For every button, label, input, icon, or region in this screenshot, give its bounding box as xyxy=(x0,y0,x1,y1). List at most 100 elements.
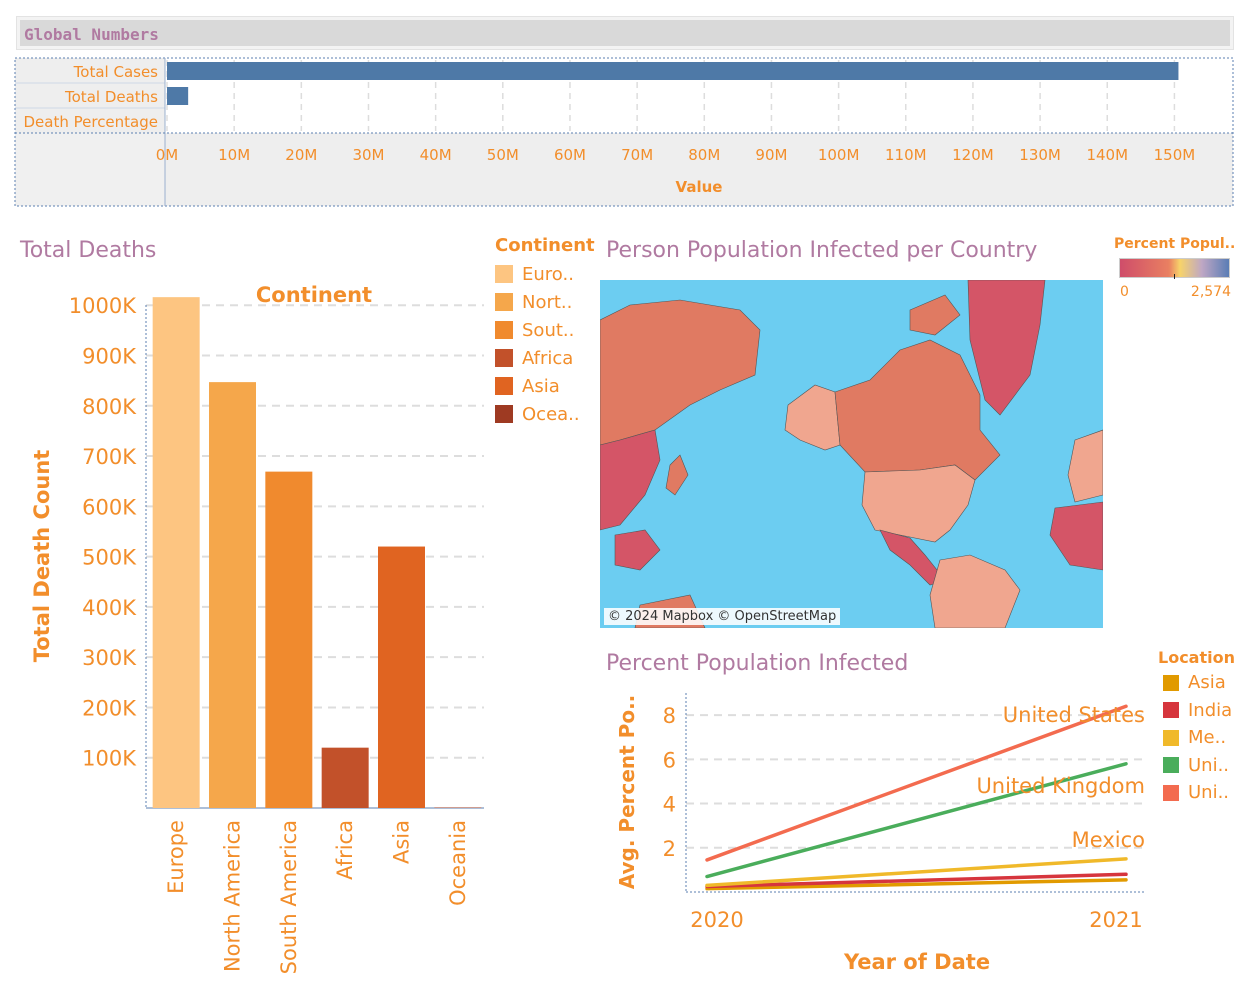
legend-label: Africa xyxy=(522,347,574,369)
global-x-tick-label: 140M xyxy=(1086,146,1128,164)
continent-x-tick-label: North America xyxy=(221,820,245,972)
legend-swatch xyxy=(1163,757,1179,774)
map-legend-min: 0 xyxy=(1120,284,1129,300)
location-legend-title: Location xyxy=(1158,648,1235,667)
percent-infected-title: Percent Population Infected xyxy=(606,651,909,676)
global-x-tick-label: 60M xyxy=(554,146,586,164)
infected-series-line xyxy=(705,872,1128,889)
continent-legend-item[interactable]: Euro.. xyxy=(495,260,595,288)
continent-y-tick-label: 800K xyxy=(82,395,137,419)
location-legend-item[interactable]: Me.. xyxy=(1158,724,1235,752)
infected-series-line xyxy=(705,762,1128,879)
global-x-tick-label: 30M xyxy=(352,146,384,164)
total-deaths-chart: 100K 200K 300K 400K 500K 600K 700K 800K 900K 1000… xyxy=(30,283,484,974)
legend-label: Euro.. xyxy=(522,263,574,285)
global-x-tick-label: 110M xyxy=(885,146,927,164)
axis-corner-background xyxy=(15,133,165,206)
infected-line-label: United Kingdom xyxy=(976,774,1145,798)
legend-swatch xyxy=(495,265,513,283)
legend-label: Uni.. xyxy=(1188,754,1230,776)
continent-bar xyxy=(378,546,425,808)
southeast-asia-shape xyxy=(614,529,661,571)
arctic-islands-shape xyxy=(909,294,961,336)
continent-x-tick-label: Africa xyxy=(333,820,357,880)
continent-y-tick-label: 900K xyxy=(82,344,137,368)
continent-y-tick-label: 700K xyxy=(82,445,137,469)
infected-x-tick-label: 2020 xyxy=(690,908,743,932)
x-axis-background xyxy=(165,133,1233,206)
infected-series-line xyxy=(705,857,1128,888)
africa-shape xyxy=(1049,501,1103,571)
continent-legend-item[interactable]: Ocea.. xyxy=(495,400,595,428)
legend-swatch xyxy=(1163,702,1179,719)
legend-swatch xyxy=(495,349,513,367)
percent-infected-chart: 2 4 6 8 United States United Kingdom Mexico 202… xyxy=(615,693,1146,974)
usa-shape xyxy=(861,464,976,543)
continent-x-tick-label: South America xyxy=(277,820,301,974)
legend-swatch xyxy=(1163,674,1179,691)
europe-shape xyxy=(1067,429,1103,503)
map-attribution: © 2024 Mapbox © OpenStreetMap xyxy=(604,608,841,625)
continent-chart-title: Continent xyxy=(256,283,372,307)
russia-shape xyxy=(600,299,761,446)
global-outer-border xyxy=(14,57,1234,207)
global-x-tick-label: 40M xyxy=(420,146,452,164)
row-header-background xyxy=(15,58,165,133)
location-legend-item[interactable]: Uni.. xyxy=(1158,779,1235,807)
continent-y-tick-label: 600K xyxy=(82,495,137,519)
global-x-tick-label: 80M xyxy=(688,146,720,164)
legend-swatch xyxy=(495,293,513,311)
global-x-tick-label: 70M xyxy=(621,146,653,164)
continent-y-tick-label: 200K xyxy=(82,696,137,720)
continent-x-tick-label: Europe xyxy=(164,820,188,894)
infected-line-label: United States xyxy=(1003,703,1145,727)
continent-bar xyxy=(265,471,313,808)
continent-legend-item[interactable]: Nort.. xyxy=(495,288,595,316)
legend-swatch xyxy=(1163,784,1179,801)
global-x-tick-label: 20M xyxy=(285,146,317,164)
legend-label: Sout.. xyxy=(522,319,575,341)
legend-label: Nort.. xyxy=(522,291,573,313)
map-shapes xyxy=(600,280,1103,628)
continent-x-tick-label: Asia xyxy=(390,820,414,864)
map-legend-marker xyxy=(1174,274,1175,279)
map-legend-title: Percent Popul.. xyxy=(1114,236,1236,252)
continent-y-axis-title: Total Death Count xyxy=(30,450,54,663)
map-title: Person Population Infected per Country xyxy=(606,238,1038,263)
global-numbers-chart: 0M 10M 20M 30M 40M 50M 60M 70M 80M 90M 100M 110M 120… xyxy=(14,57,1234,207)
global-bar xyxy=(167,62,1179,80)
continent-bar xyxy=(209,382,256,808)
global-x-axis-title: Value xyxy=(676,178,723,196)
continent-bar xyxy=(152,297,200,808)
location-legend-item[interactable]: India xyxy=(1158,697,1235,725)
legend-label: Uni.. xyxy=(1188,782,1230,804)
map-legend-max: 2,574 xyxy=(1190,284,1231,300)
legend-label: Asia xyxy=(522,375,560,397)
continent-bar xyxy=(321,747,369,808)
global-x-tick-label: 120M xyxy=(952,146,994,164)
map-color-legend: Percent Popul.. 0 2,574 xyxy=(1114,236,1244,300)
continent-y-tick-label: 400K xyxy=(82,596,137,620)
world-map[interactable]: © 2024 Mapbox © OpenStreetMap xyxy=(600,280,1103,628)
continent-legend-title: Continent xyxy=(495,235,595,256)
global-category-label: Total Deaths xyxy=(64,88,158,106)
global-x-tick-label: 130M xyxy=(1019,146,1061,164)
location-legend-item[interactable]: Asia xyxy=(1158,669,1235,697)
global-x-tick-label: 50M xyxy=(487,146,519,164)
global-bar xyxy=(167,87,189,105)
continent-legend-item[interactable]: Africa xyxy=(495,344,595,372)
infected-x-tick-label: 2021 xyxy=(1089,908,1142,932)
infected-series-line xyxy=(705,704,1128,862)
global-category-label: Total Cases xyxy=(73,63,159,81)
continent-x-tick-label: Oceania xyxy=(446,820,470,906)
location-legend-item[interactable]: Uni.. xyxy=(1158,752,1235,780)
legend-swatch xyxy=(495,405,513,423)
infected-y-tick-label: 6 xyxy=(663,748,676,772)
continent-legend-item[interactable]: Asia xyxy=(495,372,595,400)
location-legend: Location Asia India Me.. Uni.. Uni.. xyxy=(1158,648,1235,807)
infected-y-tick-label: 8 xyxy=(663,704,676,728)
east-asia-shape xyxy=(600,429,661,531)
total-deaths-title: Total Deaths xyxy=(20,238,157,263)
continent-legend-item[interactable]: Sout.. xyxy=(495,316,595,344)
continent-y-tick-label: 500K xyxy=(82,546,137,570)
